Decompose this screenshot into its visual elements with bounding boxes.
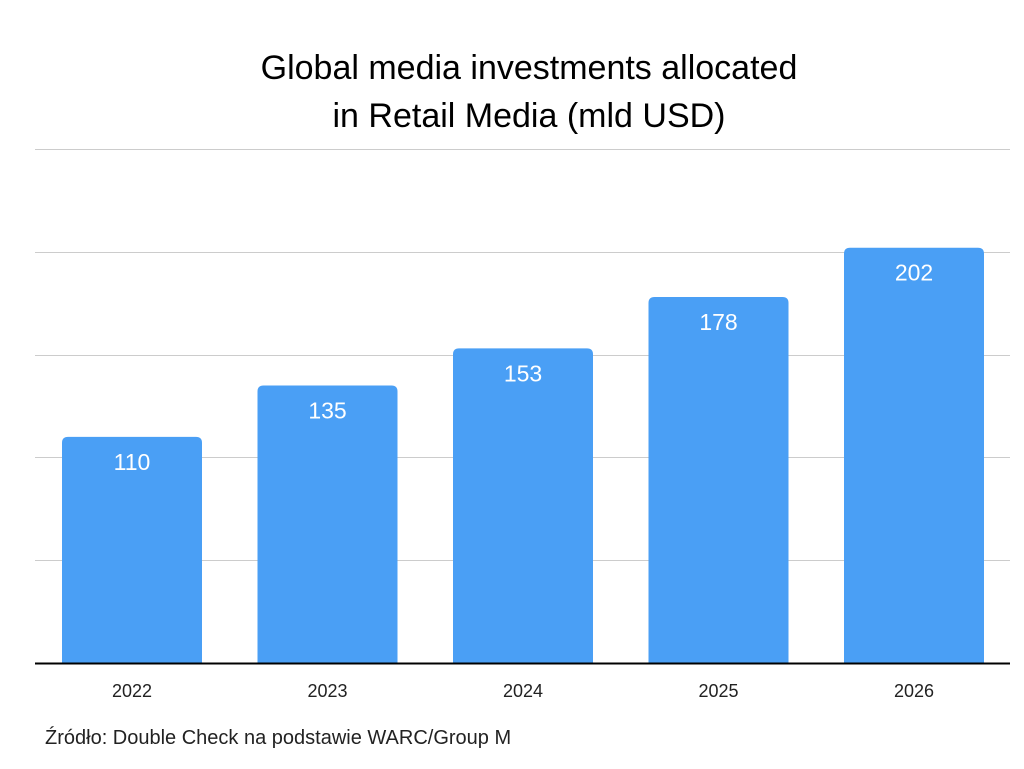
chart-title-line-1: Global media investments allocated — [260, 49, 798, 87]
x-axis: 2022 2023 2024 2025 2026 — [35, 662, 1010, 701]
source-note: Źródło: Double Check na podstawie WARC/G… — [45, 727, 512, 749]
x-tick-label-2026: 2026 — [894, 681, 934, 701]
data-labels: 110 135 153 178 202 — [114, 260, 934, 475]
bar-2026 — [844, 247, 984, 664]
data-label-2024: 153 — [504, 360, 542, 386]
x-tick-label-2024: 2024 — [503, 681, 543, 701]
x-tick-label-2025: 2025 — [698, 681, 738, 701]
data-label-2022: 110 — [114, 449, 151, 475]
bar-2025 — [648, 297, 789, 663]
chart-title-line-2: in Retail Media (mld USD) — [332, 97, 726, 135]
bar-2022 — [62, 436, 202, 663]
chart-title: Global media investments allocated in Re… — [0, 44, 1024, 140]
bar-2023 — [257, 385, 398, 663]
x-tick-label-2022: 2022 — [112, 681, 152, 701]
data-label-2026: 202 — [895, 260, 933, 286]
bars — [62, 247, 984, 664]
bar-2024 — [453, 348, 593, 663]
data-label-2025: 178 — [699, 309, 737, 335]
data-label-2023: 135 — [308, 397, 346, 423]
x-tick-label-2023: 2023 — [307, 681, 347, 701]
